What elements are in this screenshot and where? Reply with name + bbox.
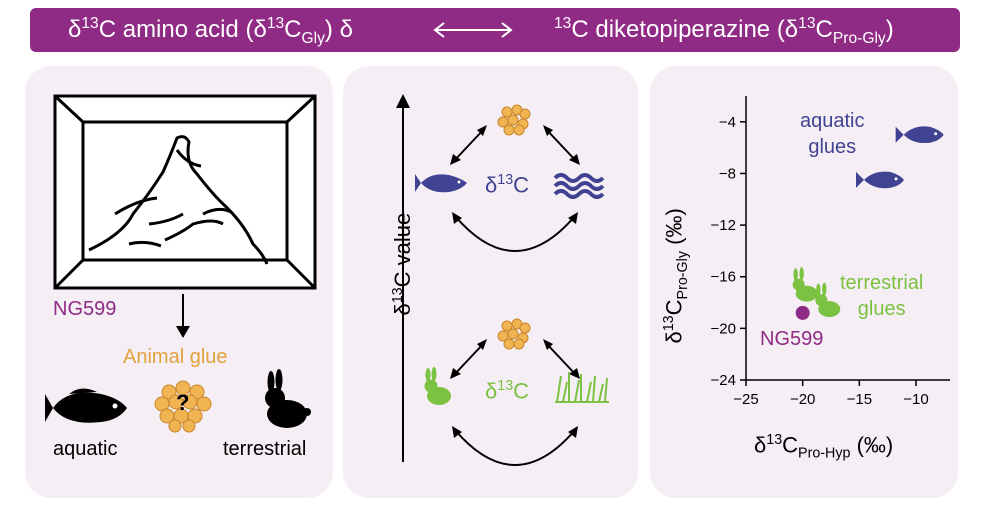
terrestrial-rabbit-bottom-icon [424,367,451,405]
question-mark: ? [176,390,190,415]
delta-label-bottom: δ13C [485,378,530,404]
y-tick-label: −12 [711,217,736,234]
vertical-axis-label: δ13C value [389,212,416,316]
double-arrow-icon [433,22,513,38]
cycle-arrows-top [450,125,580,252]
banner-right-text: 13C diketopiperazine (δ13CPro-Gly) [554,15,894,47]
x-tick-label: −15 [847,391,872,408]
y-tick-label: −20 [711,320,736,337]
glue-pellets-bottom-icon [497,318,531,350]
delta-label-top: δ13C [485,172,530,198]
aquatic-label: aquatic [53,438,118,460]
y-tick-label: −8 [719,165,736,182]
title-banner: δ13C amino acid (δ13CGly) δ 13C diketopi… [30,8,960,52]
panel-scatter-chart: −4 −8 −12 −16 −20 −24 −25 −20 −15 −10 δ13CPro-Gly… [650,66,958,498]
x-tick-label: −10 [903,391,928,408]
panel-sample: NG599 Animal glue ? aquatic terrestrial [25,66,333,498]
x-axis-label: δ13CPro-Hyp (‰) [754,432,894,462]
cycle-arrows-bottom [450,339,580,466]
grass-icon [555,372,609,403]
vertical-axis-arrow [396,94,410,462]
water-waves-icon [553,173,605,199]
terrestrial-point-rabbit [815,282,841,318]
sample-point-ng599 [795,305,810,320]
panel-cycles: δ13C value δ13C [343,66,638,498]
glue-pellets-top-icon [497,104,531,136]
y-tick-label: −24 [711,372,736,389]
y-tick-label: −4 [719,114,736,131]
y-axis-label: δ13CPro-Gly (‰) [661,208,691,344]
sample-label: NG599 [53,298,117,320]
aquatic-fish-top-icon [415,174,467,193]
banner-left-text: δ13C amino acid (δ13CGly) δ [68,15,353,47]
down-arrow-icon [176,294,190,338]
x-tick-label: −20 [790,391,815,408]
animal-glue-label: Animal glue [123,346,228,368]
x-tick-label: −25 [733,391,758,408]
scatter-chart: −4 −8 −12 −16 −20 −24 −25 −20 −15 −10 [711,96,950,408]
aquatic-fish-icon [45,388,127,423]
terrestrial-point-rabbit [792,267,818,302]
terrestrial-rabbit-icon [265,369,311,428]
glue-pellets-icon [154,380,212,433]
aquatic-glues-annotation: aquatic glues [800,110,865,158]
y-tick-label: −16 [711,269,736,286]
terrestrial-label: terrestrial [223,438,307,460]
painting-frame-icon [53,94,317,290]
aquatic-point-fish [895,126,944,144]
terrestrial-glues-annotation: terrestrial glues [840,272,924,320]
aquatic-point-fish [856,171,904,189]
sample-point-label: NG599 [760,328,824,350]
